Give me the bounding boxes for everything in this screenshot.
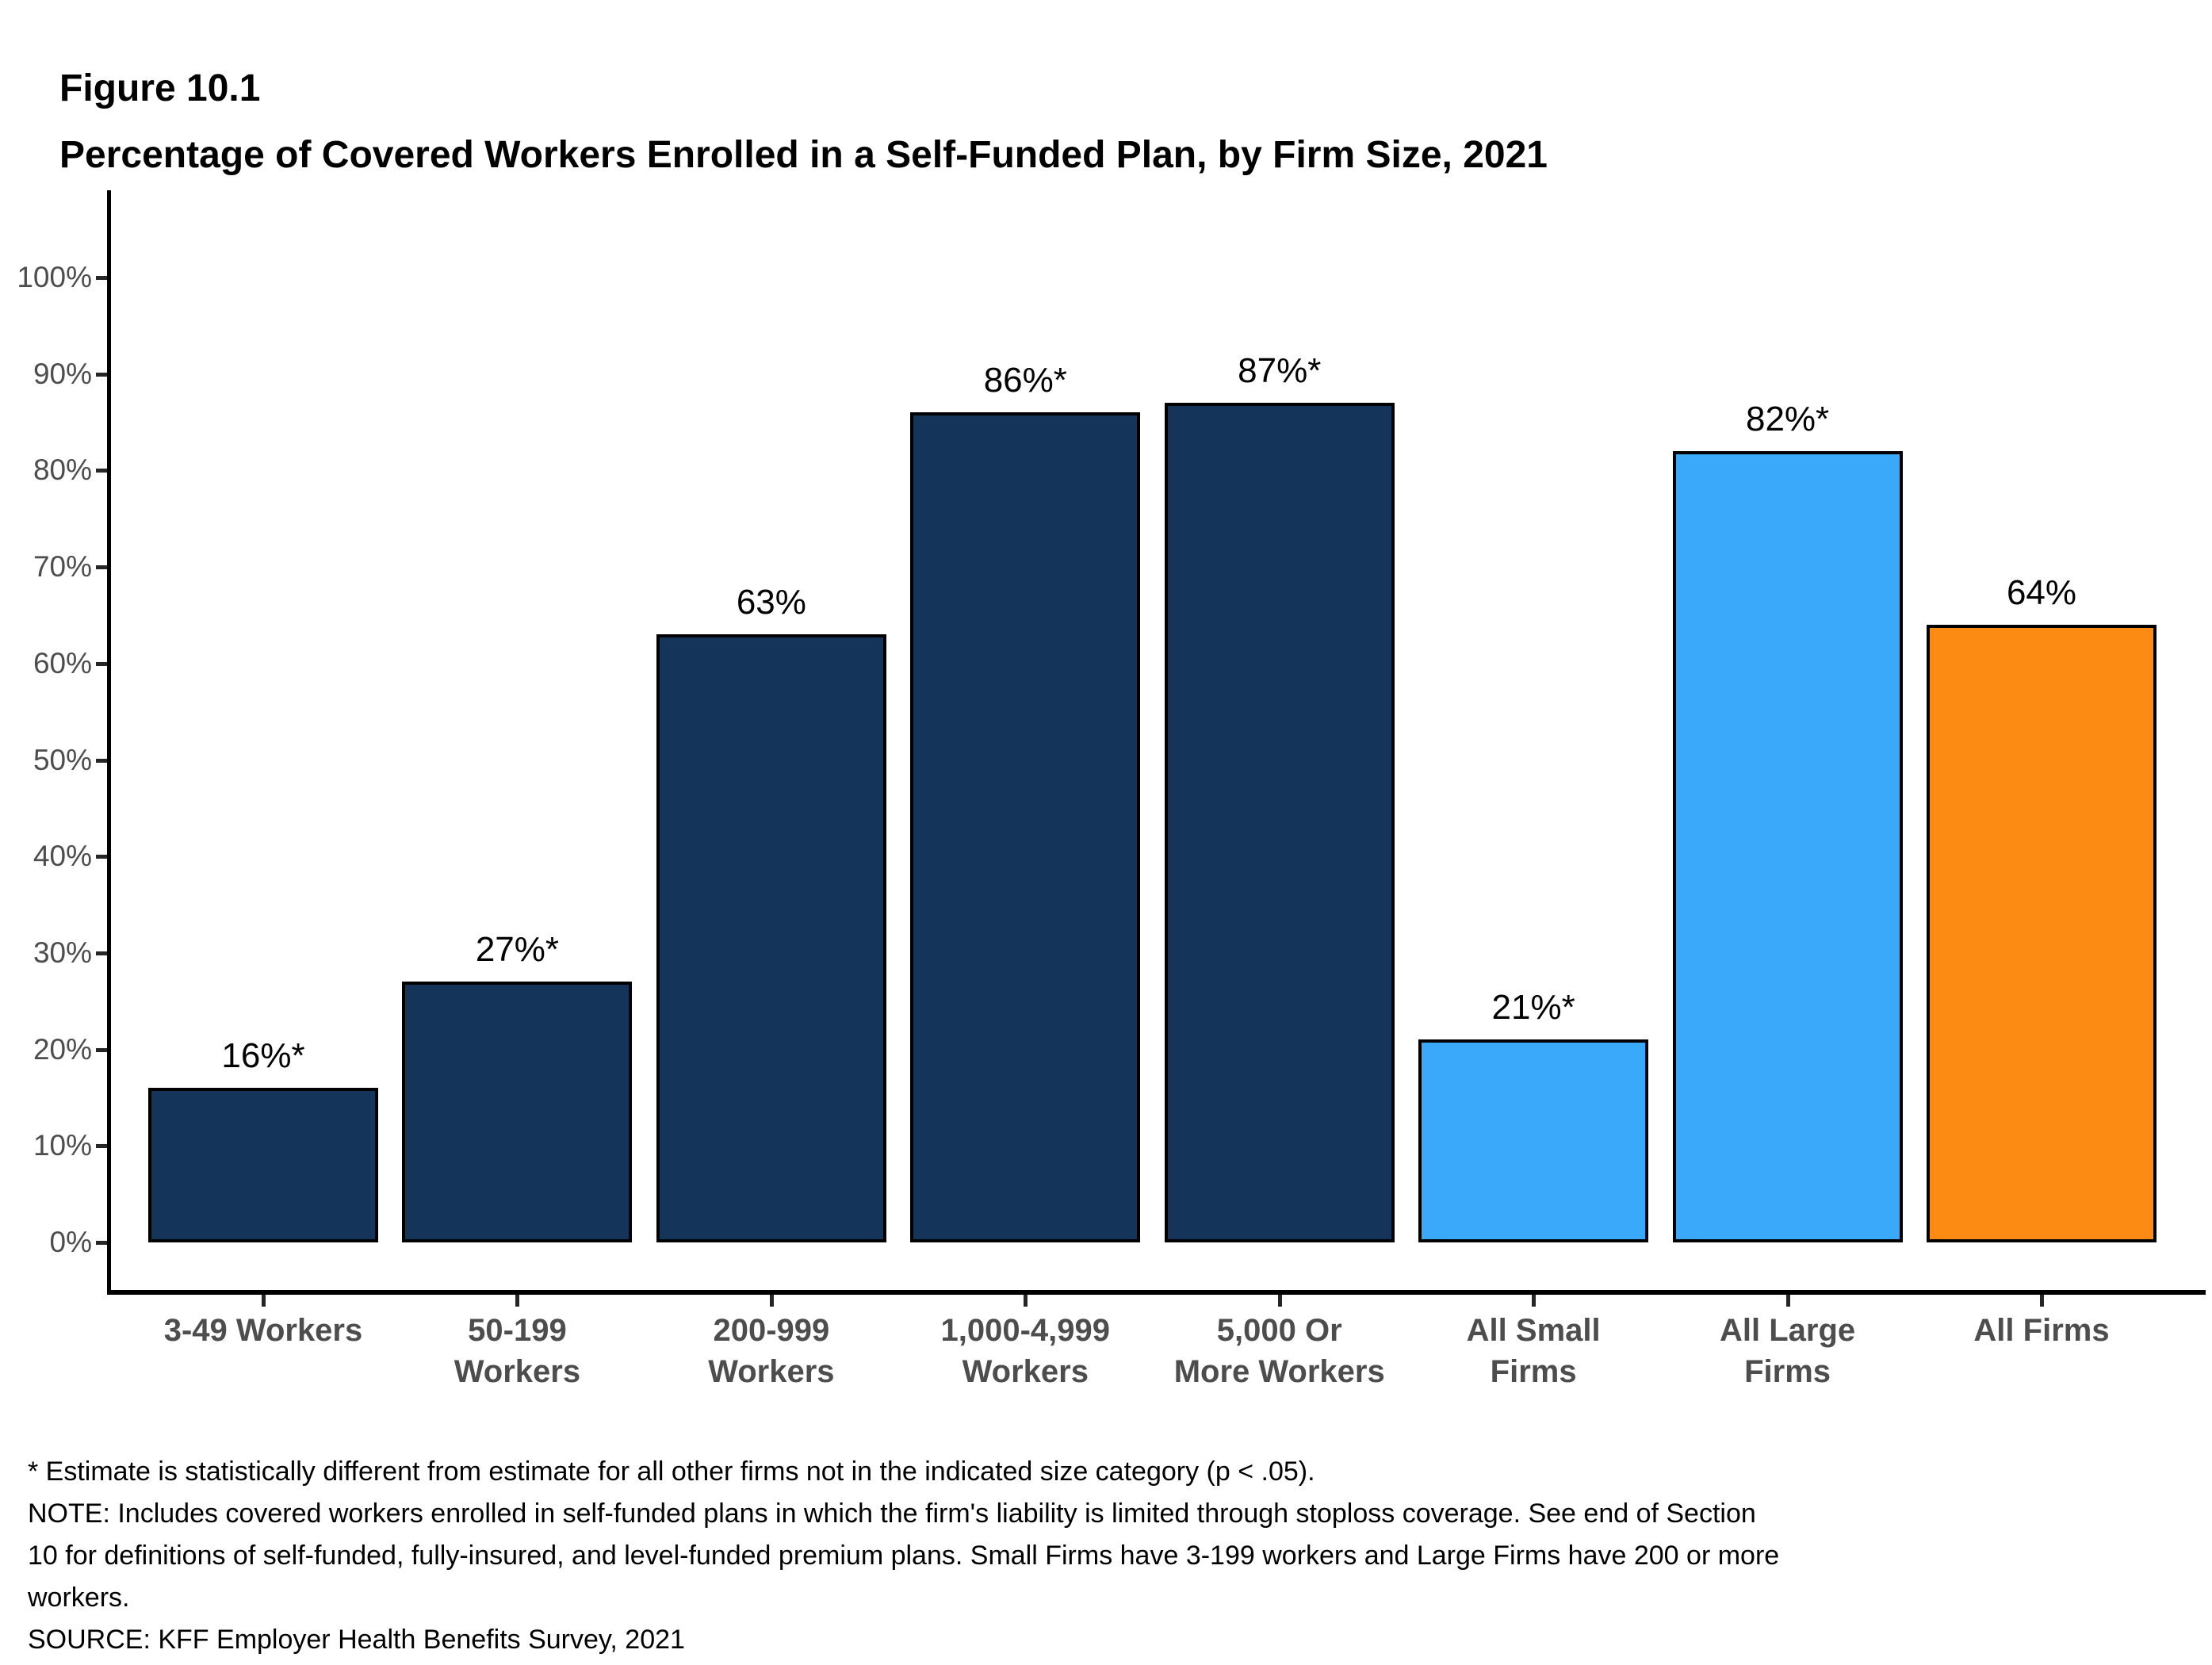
x-axis-category-label-line: All Large — [1720, 1313, 1856, 1348]
bar-all-firms — [1927, 625, 2157, 1242]
x-axis-category-label-line: All Small — [1466, 1313, 1601, 1348]
x-axis-category-label-line: Workers — [453, 1354, 581, 1389]
footnote-note-line-3: workers. — [28, 1583, 130, 1613]
bar-1-000-4-999-workers — [910, 412, 1141, 1242]
x-axis-category-label: 3-49 Workers — [113, 1310, 414, 1351]
x-axis-category-label: 5,000 Or More Workers — [1129, 1310, 1430, 1392]
x-axis-category-label: 50-199 Workers — [366, 1310, 668, 1392]
y-axis-line — [107, 190, 111, 1295]
x-axis-tick — [1532, 1295, 1537, 1307]
y-axis-tick — [96, 661, 107, 666]
x-axis-tick — [1785, 1295, 1790, 1307]
x-axis-category-label-line: 50-199 — [468, 1313, 567, 1348]
y-axis-tick-label: 10% — [33, 1129, 92, 1162]
y-axis-tick — [96, 1241, 107, 1245]
x-axis-category-label-line: Firms — [1744, 1354, 1831, 1389]
bar-50-199-workers — [402, 982, 633, 1242]
y-axis-tick-label: 80% — [33, 454, 92, 487]
x-axis-category-label: 1,000-4,999 Workers — [874, 1310, 1176, 1392]
x-axis-category-label-line: More Workers — [1173, 1354, 1385, 1389]
bar-value-label: 63% — [736, 583, 806, 622]
x-axis-category-label-line: 5,000 Or — [1216, 1313, 1342, 1348]
y-axis-tick-label: 20% — [33, 1032, 92, 1066]
x-axis-tick — [262, 1295, 266, 1307]
chart-title: Percentage of Covered Workers Enrolled i… — [59, 134, 1548, 176]
bar-value-label: 16%* — [221, 1036, 305, 1076]
y-axis-tick-label: 30% — [33, 936, 92, 969]
y-axis-tick — [96, 1144, 107, 1149]
x-axis-category-label-line: All Firms — [1973, 1313, 2110, 1348]
x-axis-tick — [2040, 1295, 2044, 1307]
bar-value-label: 21%* — [1491, 988, 1575, 1028]
y-axis-tick — [96, 855, 107, 859]
x-axis-tick — [769, 1295, 774, 1307]
x-axis-tick — [1024, 1295, 1028, 1307]
footnotes: * Estimate is statistically different fr… — [28, 1451, 1779, 1661]
bar-value-label: 86%* — [983, 361, 1067, 400]
y-axis-tick-label: 70% — [33, 550, 92, 584]
x-axis-category-label-line: 3-49 Workers — [163, 1313, 363, 1348]
x-axis-category-label: All Large Firms — [1637, 1310, 1938, 1392]
x-axis-category-label-line: Firms — [1490, 1354, 1577, 1389]
bar-3-49-workers — [148, 1088, 378, 1242]
figure-label: Figure 10.1 — [59, 67, 261, 109]
y-axis-tick-label: 60% — [33, 646, 92, 679]
x-axis-category-label-line: Workers — [708, 1354, 835, 1389]
y-axis-tick — [96, 276, 107, 280]
bar-value-label: 87%* — [1238, 351, 1322, 391]
y-axis-tick-label: 40% — [33, 840, 92, 873]
bar-all-small-firms — [1418, 1039, 1649, 1242]
y-axis-tick-label: 90% — [33, 357, 92, 390]
bar-value-label: 27%* — [475, 930, 560, 970]
footnote-note-line-1: NOTE: Includes covered workers enrolled … — [28, 1498, 1756, 1529]
y-axis-tick-label: 0% — [49, 1226, 92, 1258]
bar-value-label: 82%* — [1745, 400, 1830, 439]
y-axis-tick — [96, 469, 107, 473]
x-axis-category-label: All Firms — [1891, 1310, 2192, 1351]
footnote-note-line-2: 10 for definitions of self-funded, fully… — [28, 1541, 1780, 1571]
y-axis-tick — [96, 758, 107, 763]
y-axis-tick-label: 50% — [33, 743, 92, 776]
x-axis-tick — [515, 1295, 520, 1307]
y-axis-tick — [96, 372, 107, 377]
footnote-significance: * Estimate is statistically different fr… — [28, 1456, 1315, 1487]
x-axis-category-label: All Small Firms — [1383, 1310, 1684, 1392]
y-axis-tick — [96, 1047, 107, 1052]
y-axis-tick — [96, 565, 107, 570]
x-axis-category-label-line: Workers — [962, 1354, 1089, 1389]
bar-all-large-firms — [1672, 451, 1903, 1242]
bar-value-label: 64% — [2006, 573, 2077, 613]
bar-200-999-workers — [656, 634, 886, 1242]
x-axis-category-label-line: 1,000-4,999 — [940, 1313, 1111, 1348]
footnote-source: SOURCE: KFF Employer Health Benefits Sur… — [28, 1625, 685, 1655]
y-axis-tick-label: 100% — [17, 261, 92, 293]
bar-5-000-or-more-workers — [1164, 403, 1395, 1242]
x-axis-line — [107, 1290, 2206, 1295]
y-axis-tick — [96, 951, 107, 955]
x-axis-category-label-line: 200-999 — [713, 1313, 830, 1348]
x-axis-tick — [1277, 1295, 1282, 1307]
x-axis-category-label: 200-999 Workers — [621, 1310, 922, 1392]
